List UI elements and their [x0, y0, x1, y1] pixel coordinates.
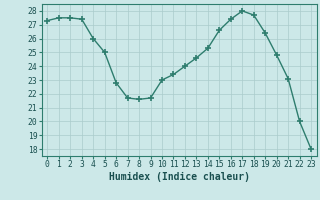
X-axis label: Humidex (Indice chaleur): Humidex (Indice chaleur) [109, 172, 250, 182]
